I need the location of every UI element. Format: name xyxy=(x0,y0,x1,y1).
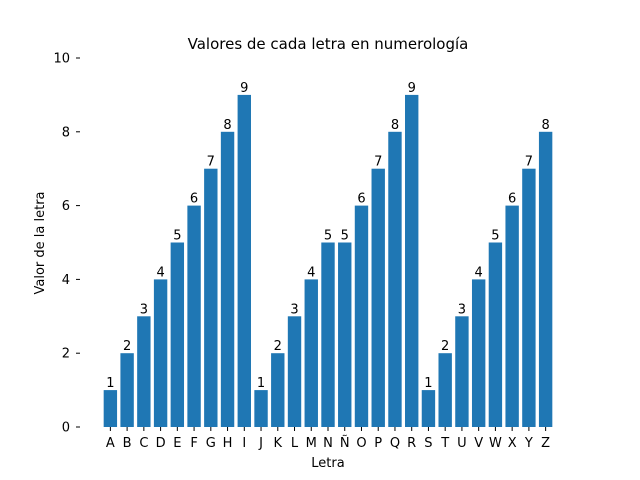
bar-data-label: 1 xyxy=(257,376,265,391)
x-tick-label: X xyxy=(508,436,517,451)
bar xyxy=(103,390,118,427)
bar xyxy=(471,279,486,427)
bar-data-label: 9 xyxy=(240,81,248,96)
bar xyxy=(405,94,419,428)
bar-data-label: 5 xyxy=(324,229,332,244)
bar xyxy=(254,390,268,427)
x-tick-label: T xyxy=(440,436,449,451)
bar-data-label: 8 xyxy=(223,118,231,133)
bar-data-label: 5 xyxy=(341,229,349,244)
x-tick-label: S xyxy=(424,436,432,451)
bar-data-label: 7 xyxy=(525,155,533,170)
x-tick-label: D xyxy=(156,436,166,451)
x-tick-label: B xyxy=(123,436,132,451)
bar xyxy=(187,205,201,427)
y-tick-label: 6 xyxy=(62,199,70,214)
bar xyxy=(371,168,385,427)
x-tick-label: W xyxy=(489,436,502,451)
x-tick-label: H xyxy=(223,436,233,451)
bar xyxy=(237,94,251,428)
bar-data-label: 2 xyxy=(441,339,449,354)
bar xyxy=(170,242,185,427)
bar-data-label: 6 xyxy=(357,192,365,207)
bar xyxy=(287,316,302,427)
bar-data-label: 7 xyxy=(374,155,382,170)
bar xyxy=(321,242,335,427)
bar xyxy=(488,242,503,427)
bar xyxy=(354,205,369,427)
bar-data-label: 1 xyxy=(106,376,114,391)
y-axis-label: Valor de la letra xyxy=(33,191,48,294)
x-tick-label: Z xyxy=(541,436,550,451)
x-tick-label: G xyxy=(206,436,216,451)
bar xyxy=(538,131,553,428)
bar xyxy=(153,279,168,427)
bar xyxy=(120,353,134,427)
bar xyxy=(304,279,318,427)
x-tick-label: F xyxy=(190,436,197,451)
bar-data-label: 2 xyxy=(274,339,282,354)
x-tick-label: J xyxy=(258,436,263,451)
y-tick-label: 2 xyxy=(62,347,70,362)
bar-data-label: 3 xyxy=(458,302,466,317)
x-tick-label: A xyxy=(106,436,115,451)
x-tick-label: I xyxy=(242,436,246,451)
x-tick-label: C xyxy=(139,436,148,451)
bar-data-label: 5 xyxy=(173,229,181,244)
bar xyxy=(522,168,536,427)
bar-data-label: 1 xyxy=(424,376,432,391)
x-tick-label: R xyxy=(407,436,416,451)
y-tick-label: 10 xyxy=(53,52,70,67)
x-tick-label: M xyxy=(306,436,317,451)
y-axis: 0 2 4 6 8 10 xyxy=(53,52,80,436)
bar xyxy=(137,316,151,427)
x-axis-label: Letra xyxy=(311,456,344,471)
bar xyxy=(271,353,285,427)
bar-data-label: 9 xyxy=(408,81,416,96)
bar xyxy=(204,168,218,427)
y-tick-label: 4 xyxy=(62,273,70,288)
bar-data-label: 3 xyxy=(290,302,298,317)
bar-data-label: 8 xyxy=(391,118,399,133)
x-tick-label: V xyxy=(474,436,483,451)
bar xyxy=(220,131,235,428)
bar xyxy=(455,316,469,427)
bar-data-label: 2 xyxy=(123,339,131,354)
bar xyxy=(388,131,402,428)
bar-data-label: 4 xyxy=(475,265,483,280)
y-tick-label: 0 xyxy=(62,421,70,436)
y-tick-label: 8 xyxy=(62,125,70,140)
bar-data-label: 7 xyxy=(207,155,215,170)
x-tick-label: Ñ xyxy=(340,435,350,451)
x-tick-label: N xyxy=(323,436,333,451)
bar-data-label: 3 xyxy=(140,302,148,317)
chart-title: Valores de cada letra en numerología xyxy=(188,35,469,53)
bar-data-label: 5 xyxy=(491,229,499,244)
bar xyxy=(421,390,436,427)
bar-data-label: 6 xyxy=(508,192,516,207)
x-tick-label: U xyxy=(457,436,467,451)
bar-data-label: 6 xyxy=(190,192,198,207)
bar-data-label: 8 xyxy=(541,118,549,133)
x-tick-label: Y xyxy=(524,436,533,451)
x-tick-label: P xyxy=(374,436,382,451)
bar xyxy=(438,353,452,427)
x-tick-label: E xyxy=(173,436,181,451)
x-tick-label: O xyxy=(356,436,366,451)
bar-data-label: 4 xyxy=(307,265,315,280)
x-tick-label: Q xyxy=(390,436,400,451)
bar xyxy=(338,242,352,427)
bar-data-label: 4 xyxy=(156,265,164,280)
x-tick-label: K xyxy=(274,436,283,451)
bar xyxy=(505,205,519,427)
x-tick-label: L xyxy=(291,436,299,451)
